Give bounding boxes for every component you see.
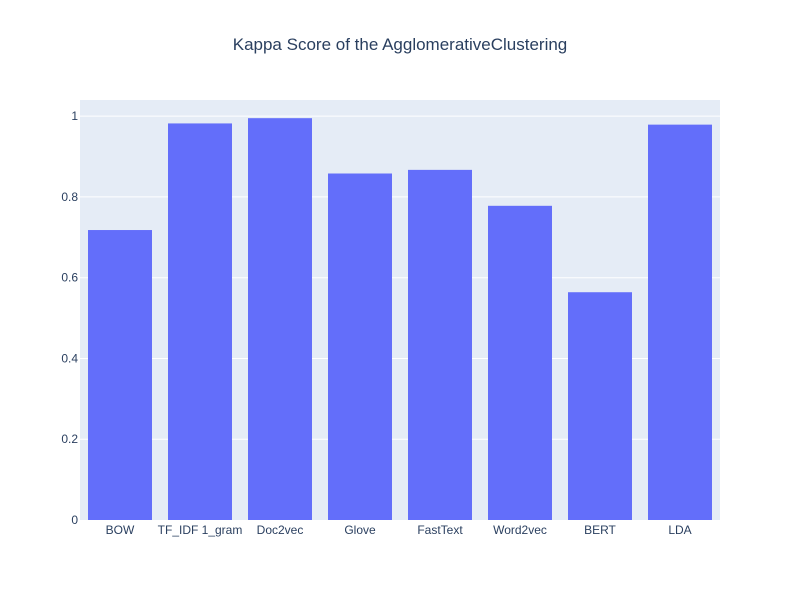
bar-word2vec[interactable] — [488, 205, 552, 521]
bars — [88, 118, 712, 521]
y-tick-label: 1 — [71, 109, 78, 123]
bar-bow[interactable] — [88, 230, 152, 521]
y-tick-label: 0 — [71, 513, 78, 527]
bar-fasttext[interactable] — [408, 169, 472, 520]
x-tick-label: Doc2vec — [257, 523, 304, 537]
y-tick-label: 0.6 — [61, 271, 78, 285]
bar-glove[interactable] — [328, 173, 392, 521]
y-axis-ticks: 0 0.2 0.4 0.6 0.8 1 — [61, 109, 78, 527]
y-tick-label: 0.4 — [61, 351, 78, 365]
bar-doc2vec[interactable] — [248, 118, 312, 520]
bar-bert[interactable] — [568, 292, 632, 520]
x-tick-label: Word2vec — [493, 523, 547, 537]
x-tick-label: BERT — [584, 523, 616, 537]
chart-title: Kappa Score of the AgglomerativeClusteri… — [233, 35, 568, 54]
bar-lda[interactable] — [648, 124, 712, 520]
y-tick-label: 0.2 — [61, 432, 78, 446]
x-axis-ticks: BOW TF_IDF 1_gram Doc2vec Glove FastText Word… — [106, 523, 692, 537]
x-tick-label: TF_IDF 1_gram — [158, 523, 243, 537]
y-tick-label: 0.8 — [61, 190, 78, 204]
x-tick-label: Glove — [344, 523, 376, 537]
bar-tf-idf-1-gram[interactable] — [168, 123, 232, 520]
x-tick-label: LDA — [668, 523, 691, 537]
x-tick-label: FastText — [417, 523, 463, 537]
x-tick-label: BOW — [106, 523, 135, 537]
